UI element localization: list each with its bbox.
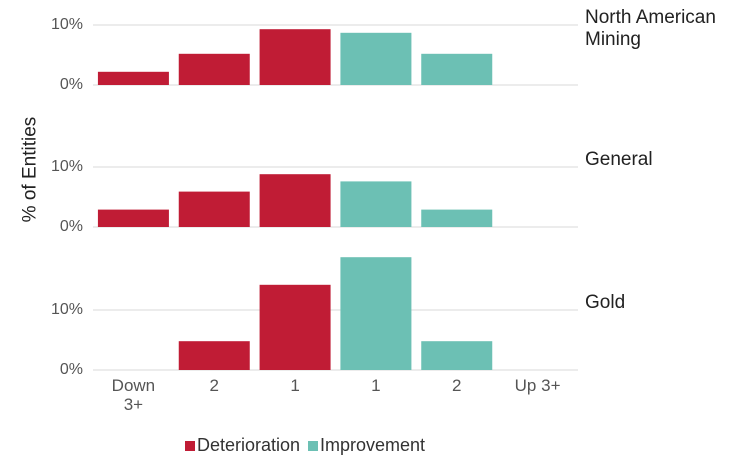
panel-title: North American Mining bbox=[585, 7, 716, 50]
legend-item: Deterioration bbox=[185, 436, 300, 455]
bar bbox=[421, 341, 493, 370]
bar bbox=[340, 257, 412, 370]
x-tick-label: 2 bbox=[209, 376, 219, 395]
bar bbox=[259, 29, 331, 85]
bar bbox=[178, 191, 250, 227]
y-tick-label: 10% bbox=[50, 158, 83, 175]
bar bbox=[421, 209, 493, 227]
x-tick-label: 2 bbox=[452, 376, 462, 395]
legend-swatch bbox=[185, 440, 195, 451]
bar bbox=[259, 284, 331, 370]
x-tick-label: Down 3+ bbox=[111, 376, 156, 414]
y-tick-label: 0% bbox=[59, 218, 83, 235]
bar bbox=[97, 71, 169, 85]
y-tick-label: 10% bbox=[50, 16, 83, 33]
bar bbox=[97, 209, 169, 227]
bar bbox=[340, 181, 412, 227]
legend-swatch bbox=[308, 440, 318, 451]
bar bbox=[259, 174, 331, 227]
x-tick-label: 1 bbox=[371, 376, 381, 395]
legend-item: Improvement bbox=[308, 436, 425, 455]
bar bbox=[178, 53, 250, 85]
bar bbox=[340, 32, 412, 85]
y-tick-label: 0% bbox=[59, 361, 83, 378]
panel-title: Gold bbox=[585, 292, 626, 313]
legend-label: Deterioration bbox=[197, 435, 301, 455]
x-tick-label: 1 bbox=[290, 376, 300, 395]
legend-label: Improvement bbox=[320, 435, 426, 455]
panel-title: General bbox=[585, 149, 653, 170]
y-tick-label: 10% bbox=[50, 301, 83, 318]
y-axis-label: % of Entities bbox=[19, 116, 41, 223]
y-tick-label: 0% bbox=[59, 76, 83, 93]
bar bbox=[178, 341, 250, 370]
x-tick-label: Up 3+ bbox=[514, 376, 561, 395]
bar bbox=[421, 53, 493, 85]
